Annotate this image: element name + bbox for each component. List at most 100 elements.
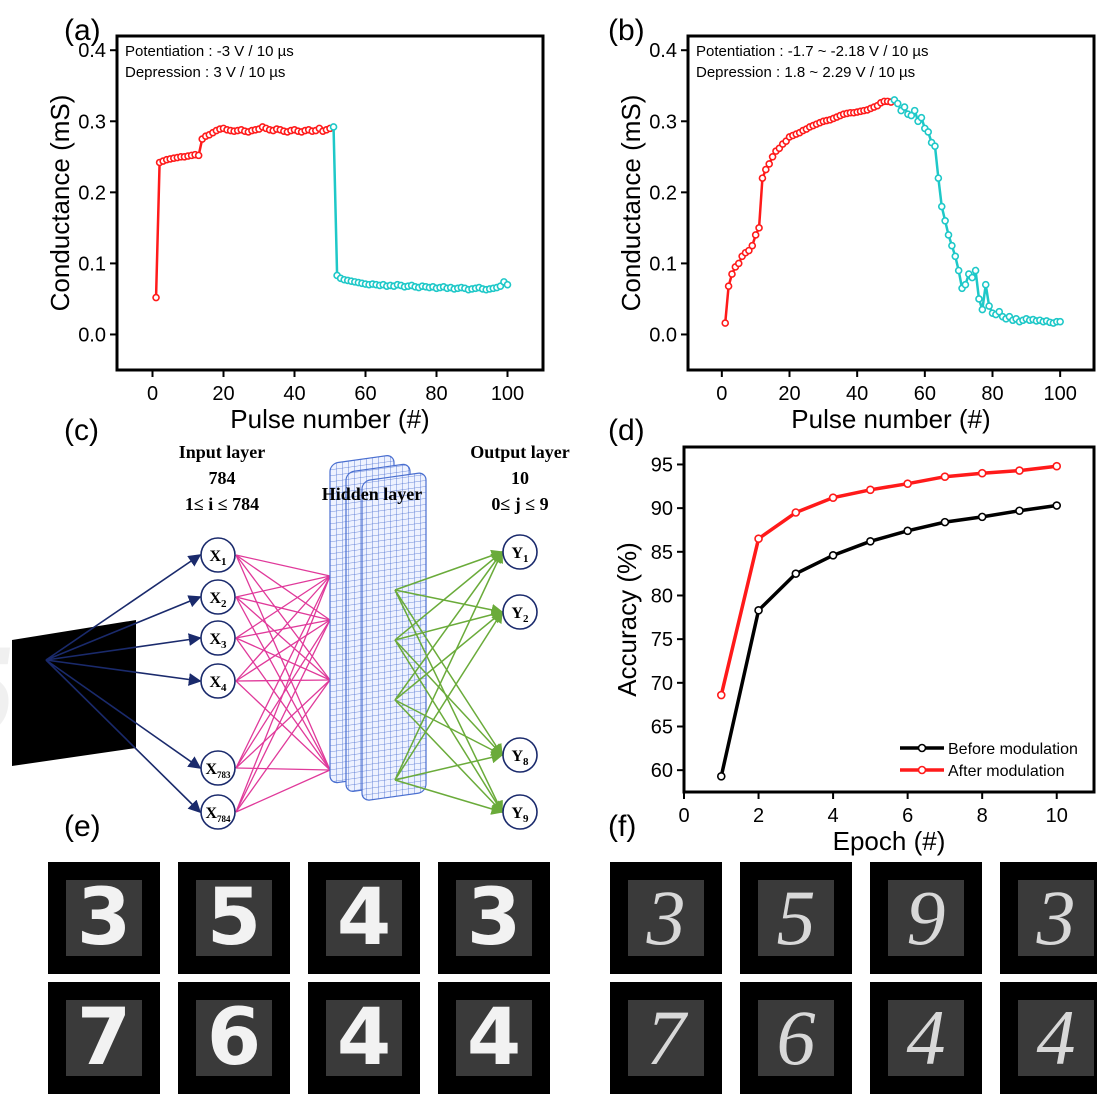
data-point [164, 157, 170, 163]
hidden-in-edge [236, 555, 330, 770]
data-point [864, 107, 870, 113]
y-axis-label: Conductance (mS) [616, 95, 646, 312]
digit-glyph: 3 [438, 862, 550, 974]
data-point [979, 307, 985, 313]
input-edge [46, 660, 200, 768]
hidden-out-edge [395, 640, 502, 755]
series-1 [331, 124, 511, 293]
data-point [409, 282, 415, 288]
hidden-in-edge [236, 620, 330, 681]
input-edge [46, 660, 200, 812]
y-axis-label: Accuracy (%) [612, 542, 642, 697]
digit-glyph: 4 [870, 982, 982, 1094]
hidden-out-edge [395, 552, 502, 780]
data-point [1020, 317, 1026, 323]
data-point [487, 286, 493, 292]
data-point [726, 283, 732, 289]
data-point [736, 260, 742, 266]
data-point [918, 115, 924, 121]
output-node-y2: Y2 [503, 595, 537, 629]
data-point [763, 167, 769, 173]
data-point [979, 470, 986, 477]
digit-glyph: 7 [48, 982, 160, 1094]
data-point [718, 773, 725, 780]
panel-label-e: (e) [64, 810, 101, 844]
hidden-in-edge [236, 620, 330, 812]
data-point [979, 513, 986, 520]
digit-tile: 5 [740, 862, 852, 974]
data-point [830, 115, 836, 121]
y-tick-label: 95 [651, 454, 673, 476]
panel-label-b: (b) [608, 14, 645, 48]
digit-glyph: 4 [308, 982, 420, 1094]
y-tick-label: 60 [651, 760, 673, 782]
chart-b-group: 0 20 40 60 80 100 0.0 0.1 0.2 0.3 0.4 Pulse number … [616, 36, 1094, 434]
input-node-x784: X784 [201, 795, 235, 829]
svg-text:X4: X4 [209, 674, 227, 694]
data-point [157, 159, 163, 165]
data-point [925, 129, 931, 135]
digit-glyph: 5 [740, 862, 852, 974]
data-point [469, 286, 475, 292]
digit-glyph: 3 [610, 862, 722, 974]
hidden-in-edge [236, 576, 330, 768]
data-point [898, 108, 904, 114]
data-point [824, 118, 830, 124]
data-point [501, 279, 507, 285]
hidden-out-edge [395, 552, 502, 590]
data-point [473, 285, 479, 291]
data-point [309, 128, 315, 134]
svg-text:Y9: Y9 [511, 805, 529, 825]
input-node-x3: X3 [201, 621, 235, 655]
data-point [405, 283, 411, 289]
data-point [1040, 319, 1046, 325]
x-tick-label: 6 [902, 805, 913, 827]
chart-annotation: Potentiation : -3 V / 10 µs [125, 43, 294, 60]
data-point [260, 124, 266, 130]
data-point [834, 114, 840, 120]
data-point [160, 158, 166, 164]
data-point [759, 175, 765, 181]
hidden-in-edge [236, 638, 330, 770]
data-point [793, 131, 799, 137]
data-point [844, 110, 850, 116]
data-point [1003, 316, 1009, 322]
data-point [476, 285, 482, 291]
data-point [505, 282, 511, 288]
data-point [820, 118, 826, 124]
digit-glyph: 9 [870, 862, 982, 974]
series-line [725, 101, 891, 323]
data-point [497, 283, 503, 289]
data-point [966, 271, 972, 277]
data-point [941, 473, 948, 480]
input-layer-count: 784 [209, 468, 236, 488]
digit-glyph: 4 [438, 982, 550, 1094]
data-point [199, 136, 205, 142]
data-point [773, 148, 779, 154]
hidden-in-edge [236, 597, 330, 680]
legend-marker [919, 745, 926, 752]
data-point [929, 140, 935, 146]
data-point [766, 161, 772, 167]
data-point [494, 285, 500, 291]
data-point [373, 282, 379, 288]
data-point [174, 155, 180, 161]
data-point [881, 98, 887, 104]
series-line [721, 506, 1056, 777]
data-point [458, 285, 464, 291]
chart-d-group: 0 2 4 6 8 10 60 65 70 75 80 85 90 95 Epoch (#) Accuracy… [612, 447, 1094, 856]
data-point [377, 282, 383, 288]
x-tick-label: 60 [914, 383, 936, 405]
input-digit: 5 [0, 625, 28, 764]
data-point [192, 152, 198, 158]
output-node-y9: Y9 [503, 795, 537, 829]
data-point [437, 285, 443, 291]
data-point [412, 284, 418, 290]
hidden-in-edge [236, 680, 330, 812]
input-layer-title: Input layer [179, 442, 266, 462]
x-tick-label: 0 [716, 383, 727, 405]
y-tick-label: 70 [651, 673, 673, 695]
data-point [483, 287, 489, 293]
hidden-out-edge [395, 612, 502, 780]
hidden-layer-title: Hidden layer [322, 484, 423, 504]
